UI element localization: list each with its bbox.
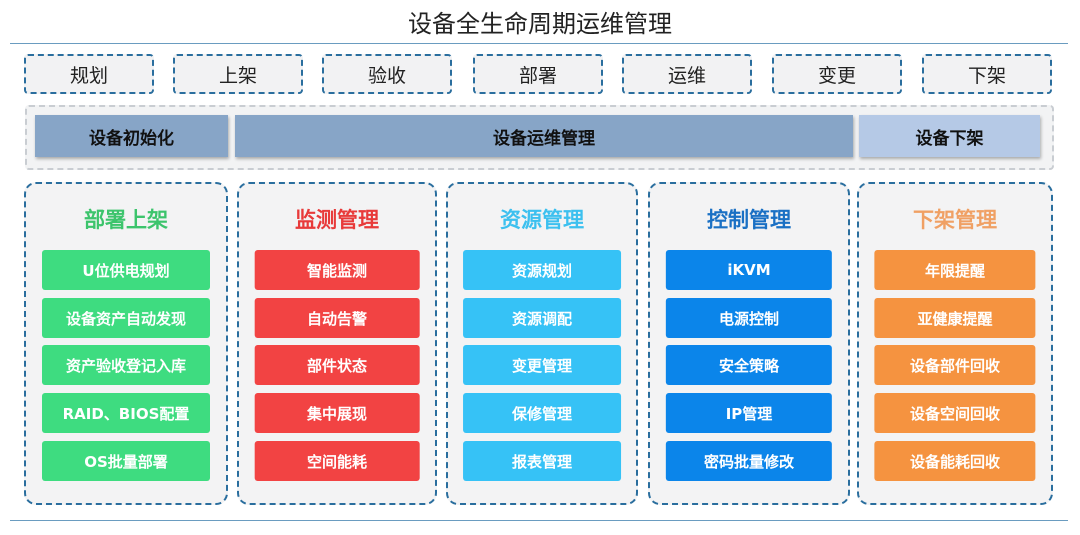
category-panel: 控制管理 iKVM 电源控制安全策略 IP管理密码批量修改 bbox=[648, 182, 850, 505]
stage-box: 验收 bbox=[322, 54, 452, 94]
stage-box: 规划 bbox=[24, 54, 154, 94]
diagram-title: 设备全生命周期运维管理 bbox=[408, 10, 672, 38]
feature-item: OS批量部署 bbox=[42, 441, 210, 481]
feature-item: iKVM bbox=[665, 250, 833, 290]
feature-item: 年限提醒 bbox=[874, 250, 1036, 290]
feature-item: 保修管理 bbox=[463, 393, 621, 433]
category-panel: 监测管理智能监测自动告警部件状态集中展现空间能耗 bbox=[237, 182, 437, 505]
stage-box: 上架 bbox=[173, 54, 303, 94]
feature-item: 资源规划 bbox=[463, 250, 621, 290]
stage-box: 运维 bbox=[622, 54, 752, 94]
feature-item: 空间能耗 bbox=[254, 441, 420, 481]
feature-item: 设备部件回收 bbox=[874, 345, 1036, 385]
stage-box: 下架 bbox=[922, 54, 1052, 94]
feature-item: 亚健康提醒 bbox=[874, 298, 1036, 338]
feature-item: 集中展现 bbox=[254, 393, 420, 433]
phase-bar: 设备初始化 bbox=[35, 115, 228, 157]
feature-item: 设备资产自动发现 bbox=[42, 298, 210, 338]
feature-item: 变更管理 bbox=[463, 345, 621, 385]
phase-bar: 设备运维管理 bbox=[235, 115, 853, 157]
stage-box: 部署 bbox=[473, 54, 603, 94]
top-divider bbox=[10, 43, 1068, 44]
category-title: 部署上架 bbox=[84, 207, 168, 232]
category-title: 下架管理 bbox=[913, 207, 997, 232]
feature-item: 设备能耗回收 bbox=[874, 441, 1036, 481]
bottom-divider bbox=[10, 520, 1068, 521]
feature-item: 智能监测 bbox=[254, 250, 420, 290]
category-panel: 部署上架 U位供电规划 设备资产自动发现 资产验收登记入库 RAID、BIOS配置 OS批… bbox=[24, 182, 228, 505]
feature-item: 密码批量修改 bbox=[665, 441, 833, 481]
phase-bar: 设备下架 bbox=[859, 115, 1040, 157]
feature-item: IP管理 bbox=[665, 393, 833, 433]
feature-item: 部件状态 bbox=[254, 345, 420, 385]
feature-item: 设备空间回收 bbox=[874, 393, 1036, 433]
feature-item: U位供电规划 bbox=[42, 250, 210, 290]
category-title: 监测管理 bbox=[295, 207, 379, 232]
feature-item: 安全策略 bbox=[665, 345, 833, 385]
category-panel: 资源管理资源规划资源调配变更管理保修管理报表管理 bbox=[446, 182, 638, 505]
feature-item: 资产验收登记入库 bbox=[42, 345, 210, 385]
category-title: 资源管理 bbox=[500, 207, 584, 232]
feature-item: 报表管理 bbox=[463, 441, 621, 481]
feature-item: 自动告警 bbox=[254, 298, 420, 338]
category-title: 控制管理 bbox=[707, 207, 791, 232]
feature-item: 资源调配 bbox=[463, 298, 621, 338]
stage-box: 变更 bbox=[772, 54, 902, 94]
feature-item: RAID、BIOS配置 bbox=[42, 393, 210, 433]
feature-item: 电源控制 bbox=[665, 298, 833, 338]
category-panel: 下架管理年限提醒亚健康提醒设备部件回收 设备空间回收 设备能耗回收 bbox=[857, 182, 1053, 505]
